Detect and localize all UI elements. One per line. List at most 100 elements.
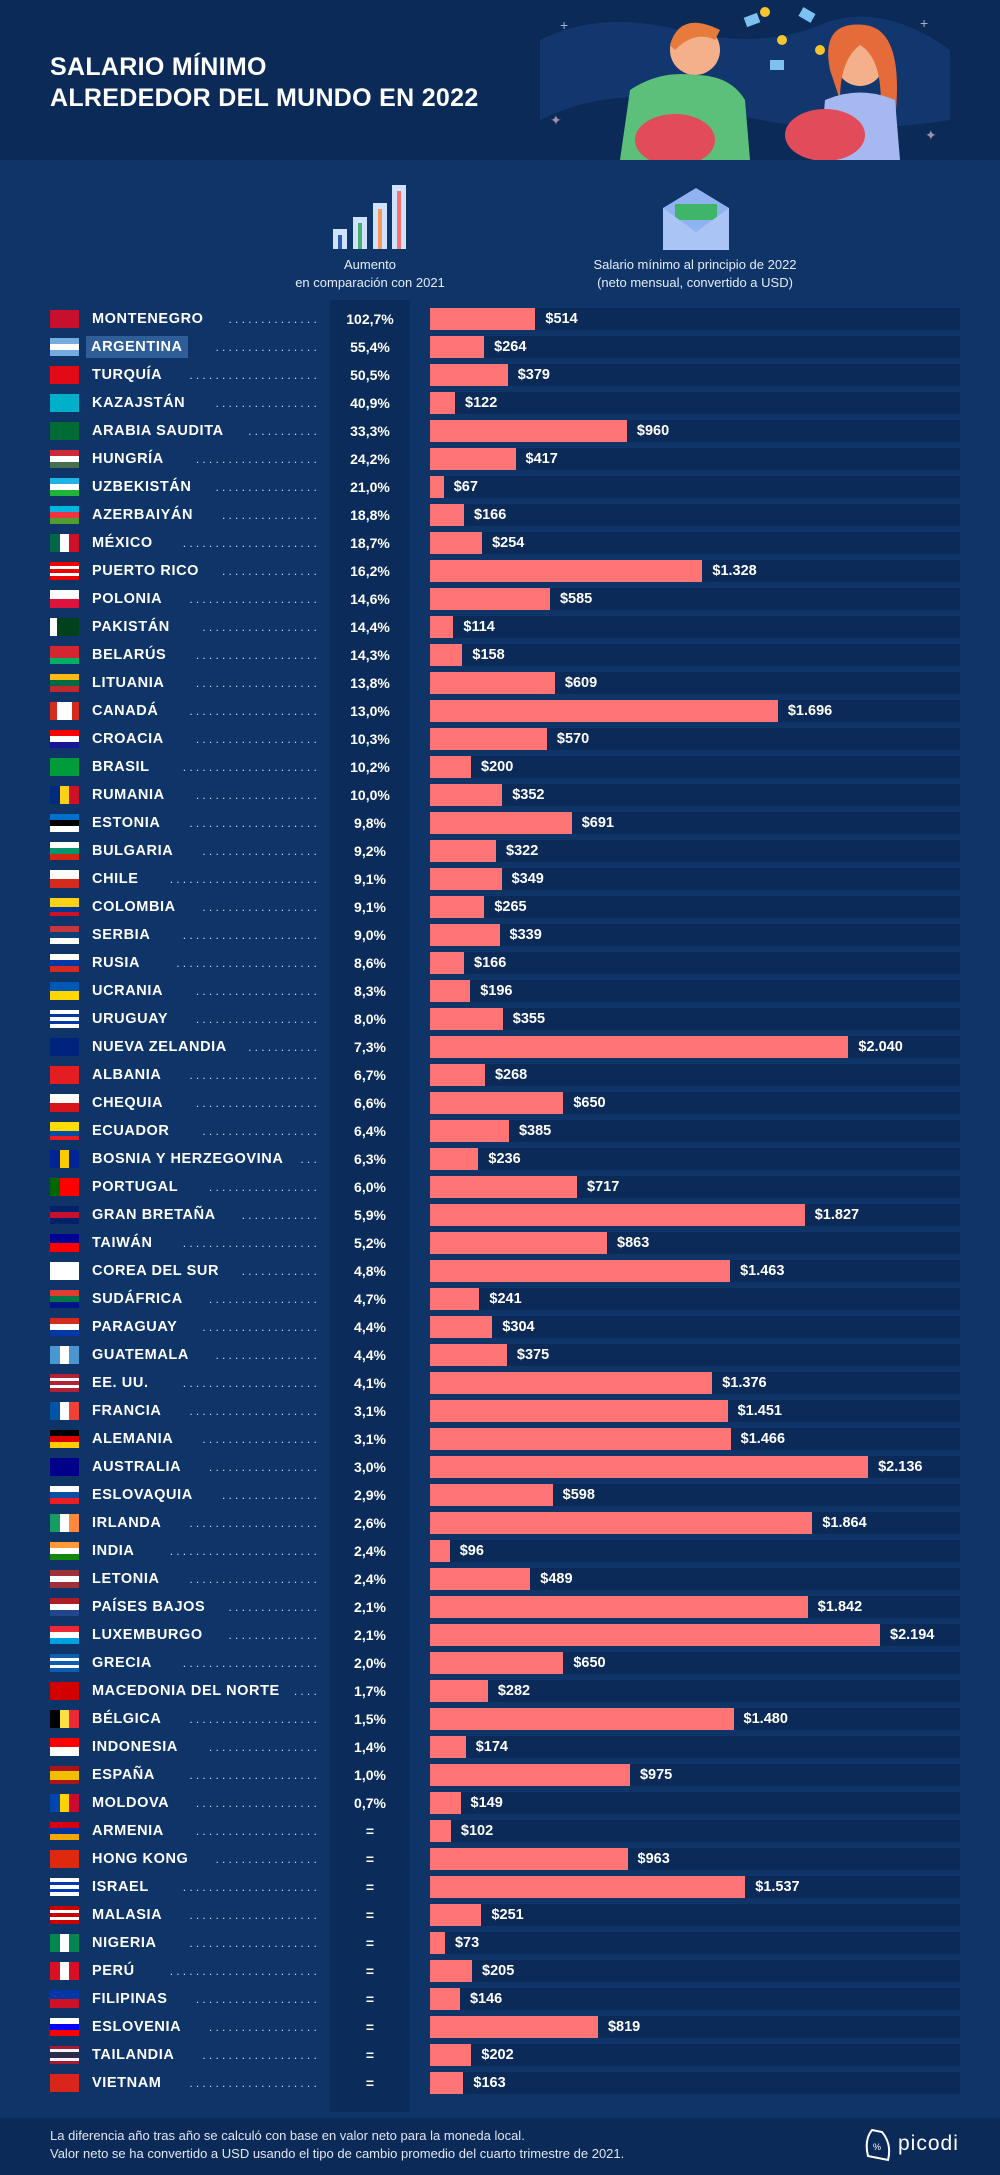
country-name: INDONESIA xyxy=(92,1739,178,1755)
country-name: ALBANIA xyxy=(92,1067,162,1083)
bar-track xyxy=(430,1316,960,1338)
increase-value: 6,6% xyxy=(354,1095,386,1111)
bar-track xyxy=(430,868,960,890)
column-headers: Aumento en comparación con 2021 Salario … xyxy=(0,170,1000,300)
country-name: MACEDONIA DEL NORTE xyxy=(92,1683,280,1699)
salary-bar xyxy=(430,1792,461,1814)
salary-label: $174 xyxy=(475,1739,508,1755)
leader-dots: ............... xyxy=(221,564,320,578)
country-name: INDIA xyxy=(92,1543,135,1559)
leader-dots: ................... xyxy=(195,452,320,466)
increase-value: 8,0% xyxy=(354,1011,386,1027)
increase-value: 40,9% xyxy=(350,395,390,411)
flag-icon xyxy=(50,1402,79,1420)
leader-dots: .................... xyxy=(189,1404,320,1418)
salary-bar xyxy=(430,1036,849,1058)
salary-bar xyxy=(430,700,778,722)
salary-bar xyxy=(430,924,500,946)
bar-track xyxy=(430,2044,960,2066)
leader-dots: .................. xyxy=(202,1124,320,1138)
table-row: CROACIA................... 10,3% $570 xyxy=(0,726,1000,754)
country-name: CANADÁ xyxy=(92,703,159,719)
leader-dots: .... xyxy=(293,1684,320,1698)
table-row: MACEDONIA DEL NORTE.... 1,7% $282 xyxy=(0,1678,1000,1706)
salary-bar xyxy=(430,1260,731,1282)
table-row: GUATEMALA................ 4,4% $375 xyxy=(0,1342,1000,1370)
envelope-money-icon xyxy=(663,188,729,250)
salary-label: $691 xyxy=(581,815,614,831)
picodi-logo-icon: % xyxy=(865,2128,891,2162)
table-row: AZERBAIYÁN............... 18,8% $166 xyxy=(0,502,1000,530)
salary-bar xyxy=(430,868,502,890)
leader-dots: ................. xyxy=(208,1460,320,1474)
salary-label: $251 xyxy=(491,1907,524,1923)
table-row: NIGERIA.................... = $73 xyxy=(0,1930,1000,1958)
flag-icon xyxy=(50,1878,79,1896)
flag-icon xyxy=(50,2046,79,2064)
country-name: TAILANDIA xyxy=(92,2047,175,2063)
leader-dots: .............. xyxy=(228,1600,320,1614)
country-name: ESTONIA xyxy=(92,815,161,831)
increase-value: = xyxy=(365,1907,375,1923)
increase-value: 21,0% xyxy=(350,479,390,495)
salary-label: $200 xyxy=(481,759,514,775)
table-row: ARMENIA................... = $102 xyxy=(0,1818,1000,1846)
country-name: MOLDOVA xyxy=(92,1795,170,1811)
leader-dots: ................. xyxy=(208,2020,320,2034)
flag-icon xyxy=(50,702,79,720)
salary-bar xyxy=(430,672,555,694)
country-name: ARGENTINA xyxy=(86,336,188,358)
flag-icon xyxy=(50,1822,79,1840)
bar-track xyxy=(430,784,960,806)
table-row: TURQUÍA.................... 50,5% $379 xyxy=(0,362,1000,390)
flag-icon xyxy=(50,1374,79,1392)
country-name: COLOMBIA xyxy=(92,899,176,915)
leader-dots: .................. xyxy=(202,1320,320,1334)
salary-label: $146 xyxy=(469,1991,503,2007)
bar-track xyxy=(430,1120,960,1142)
svg-text:%: % xyxy=(873,2142,881,2152)
flag-icon xyxy=(50,2018,79,2036)
country-name: TAIWÁN xyxy=(92,1235,153,1251)
country-name: ECUADOR xyxy=(92,1123,170,1139)
flag-icon xyxy=(50,618,79,636)
page-title: SALARIO MÍNIMO ALREDEDOR DEL MUNDO EN 20… xyxy=(50,52,479,114)
leader-dots: .................... xyxy=(189,1712,320,1726)
increase-value: 1,0% xyxy=(354,1767,386,1783)
increase-value: = xyxy=(365,2019,375,2035)
country-name: TURQUÍA xyxy=(92,367,163,383)
increase-value: 4,8% xyxy=(354,1263,386,1279)
header-banner: SALARIO MÍNIMO ALREDEDOR DEL MUNDO EN 20… xyxy=(0,0,1000,160)
leader-dots: ................... xyxy=(195,1824,320,1838)
bar-track xyxy=(430,644,960,666)
leader-dots: .............. xyxy=(228,312,320,326)
salary-bar xyxy=(430,952,465,974)
country-name: URUGUAY xyxy=(92,1011,169,1027)
country-name: MÉXICO xyxy=(92,535,153,551)
country-name: CHEQUIA xyxy=(92,1095,164,1111)
leader-dots: ................... xyxy=(195,676,320,690)
salary-label: $339 xyxy=(509,927,542,943)
flag-icon xyxy=(50,1458,79,1476)
increase-value: 9,1% xyxy=(354,871,386,887)
salary-label: $196 xyxy=(480,983,513,999)
bar-track xyxy=(430,952,960,974)
picodi-logo: % picodi xyxy=(862,2126,959,2162)
flag-icon xyxy=(50,1738,79,1756)
salary-label: $102 xyxy=(460,1823,494,1839)
country-name: CHILE xyxy=(92,871,139,887)
salary-label: $1.451 xyxy=(737,1403,782,1419)
table-row: SERBIA..................... 9,0% $339 xyxy=(0,922,1000,950)
country-name: PORTUGAL xyxy=(92,1179,179,1195)
salary-label: $1.827 xyxy=(814,1207,860,1223)
flag-icon xyxy=(50,1066,79,1084)
salary-label: $268 xyxy=(494,1067,528,1083)
flag-icon xyxy=(50,1262,79,1280)
leader-dots: ................ xyxy=(215,480,320,494)
flag-icon xyxy=(50,1794,79,1812)
bar-track xyxy=(430,1988,960,2010)
salary-bar xyxy=(430,1876,746,1898)
svg-text:+: + xyxy=(560,17,568,33)
country-name: BELARÚS xyxy=(92,647,167,663)
increase-value: 1,5% xyxy=(354,1711,386,1727)
